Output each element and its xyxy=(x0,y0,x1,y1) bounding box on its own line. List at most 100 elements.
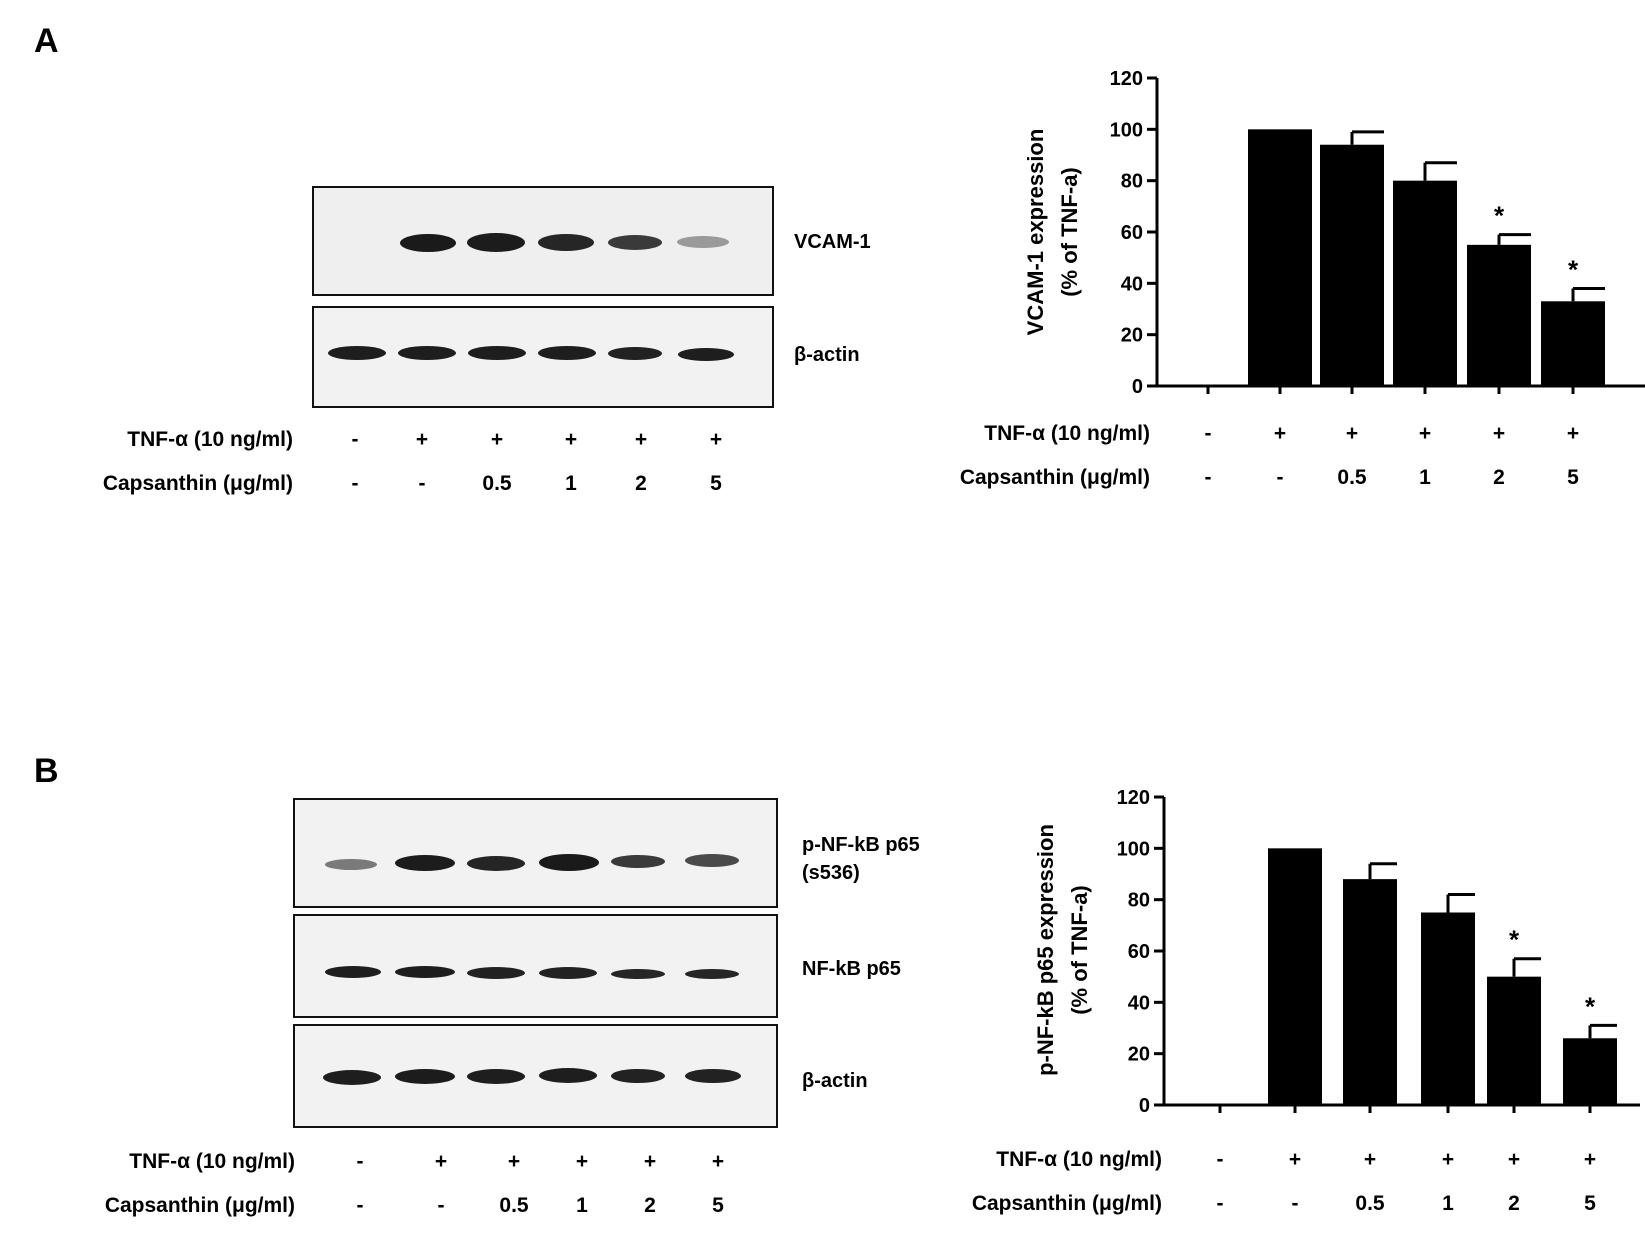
tnf-value: + xyxy=(634,428,648,451)
band xyxy=(400,234,456,252)
tnf-value: + xyxy=(575,1150,589,1173)
tnf-label-blot-b: TNF-α (10 ng/ml) xyxy=(129,1150,295,1173)
chart-b-caps-value: 5 xyxy=(1584,1192,1596,1215)
band xyxy=(395,855,455,871)
chart-a-tnf-value: + xyxy=(1346,422,1358,445)
caps-value: - xyxy=(351,472,359,495)
chart-a-bar xyxy=(1541,301,1605,386)
chart-b-tnf-label: TNF-α (10 ng/ml) xyxy=(996,1148,1162,1171)
caps-value: 0.5 xyxy=(482,472,512,495)
chart-a-significance-marker: * xyxy=(1568,254,1579,284)
tnf-value: - xyxy=(356,1150,364,1173)
chart-a-y-axis-label: (% of TNF-a) xyxy=(1057,167,1082,297)
tnf-value: + xyxy=(490,428,504,451)
band xyxy=(468,346,526,360)
chart-b-bar xyxy=(1268,848,1322,1105)
tnf-value: - xyxy=(351,428,359,451)
chart-a-y-axis-label: VCAM-1 expression xyxy=(1023,129,1048,336)
panel-b-letter: B xyxy=(34,752,59,790)
chart-b-y-tick-label: 100 xyxy=(1117,838,1150,860)
chart-a-y-tick-label: 100 xyxy=(1110,119,1143,141)
band xyxy=(467,856,525,871)
band xyxy=(611,1069,665,1083)
band xyxy=(608,347,662,360)
band xyxy=(467,967,525,979)
blot-beta-actin-b xyxy=(293,1024,778,1128)
chart-b-bar xyxy=(1421,912,1475,1105)
band xyxy=(395,1069,455,1084)
tnf-value: + xyxy=(711,1150,725,1173)
caps-value: 0.5 xyxy=(499,1194,529,1217)
band xyxy=(685,1069,741,1083)
band xyxy=(677,236,729,248)
caps-value: 1 xyxy=(576,1194,588,1217)
chart-a-tnf-value: + xyxy=(1493,422,1505,445)
chart-b-y-tick-label: 40 xyxy=(1128,992,1150,1014)
chart-a-y-tick-label: 0 xyxy=(1132,376,1143,398)
chart-a-caps-value: 2 xyxy=(1493,466,1505,489)
chart-a-y-tick-label: 40 xyxy=(1121,273,1143,295)
chart-b-tnf-value: + xyxy=(1508,1148,1520,1171)
caps-value: - xyxy=(356,1194,364,1217)
blot-nfkb xyxy=(293,914,778,1018)
chart-b-significance-marker: * xyxy=(1585,991,1596,1021)
band xyxy=(328,346,386,360)
chart-b-y-tick-label: 60 xyxy=(1128,941,1150,963)
chart-b-y-tick-label: 0 xyxy=(1139,1095,1150,1117)
band xyxy=(539,967,597,979)
blot-beta-actin-a xyxy=(312,306,774,408)
caps-label-blot-b: Capsanthin (μg/ml) xyxy=(104,1194,295,1217)
chart-a-y-tick-label: 120 xyxy=(1110,68,1143,90)
blot-label-nfkb: NF-kB p65 xyxy=(802,958,901,980)
band xyxy=(539,1068,597,1083)
tnf-value: + xyxy=(709,428,723,451)
caps-label-blot-a: Capsanthin (μg/ml) xyxy=(102,472,293,495)
chart-a-y-tick-label: 80 xyxy=(1121,171,1143,193)
chart-b-significance-marker: * xyxy=(1509,925,1520,955)
tnf-value: + xyxy=(643,1150,657,1173)
chart-a-tnf-label: TNF-α (10 ng/ml) xyxy=(984,422,1150,445)
chart-b-bar xyxy=(1563,1038,1617,1105)
band xyxy=(325,859,377,870)
chart-b-caps-value: 0.5 xyxy=(1355,1192,1385,1215)
chart-a-y-tick-label: 20 xyxy=(1121,325,1143,347)
chart-b-y-axis-label: (% of TNF-a) xyxy=(1067,885,1092,1015)
chart-b-tnf-value: + xyxy=(1442,1148,1454,1171)
blot-label-beta-actin-a: β-actin xyxy=(794,344,860,366)
blot-label-beta-actin-b: β-actin xyxy=(802,1070,868,1092)
chart-b-tnf-value: + xyxy=(1584,1148,1596,1171)
chart-a-tnf-value: + xyxy=(1567,422,1579,445)
caps-value: 2 xyxy=(635,472,647,495)
blot-label-p-nfkb-site: (s536) xyxy=(802,862,860,884)
chart-b-caps-value: - xyxy=(1217,1192,1224,1215)
chart-a-tnf-value: - xyxy=(1205,422,1212,445)
chart-a-caps-value: 5 xyxy=(1567,466,1579,489)
band xyxy=(538,234,594,251)
chart-b-caps-value: 2 xyxy=(1508,1192,1520,1215)
chart-a-bar xyxy=(1320,144,1384,386)
chart-b-y-tick-label: 120 xyxy=(1117,787,1150,809)
chart-a-tnf-value: + xyxy=(1419,422,1431,445)
chart-a-significance-marker: * xyxy=(1494,201,1505,231)
chart-b-bar xyxy=(1343,879,1397,1105)
band xyxy=(685,854,739,867)
band xyxy=(323,1070,381,1085)
tnf-value: + xyxy=(415,428,429,451)
chart-a-tnf-value: + xyxy=(1274,422,1286,445)
chart-b-y-tick-label: 20 xyxy=(1128,1044,1150,1066)
band xyxy=(395,966,455,978)
caps-value: 2 xyxy=(644,1194,656,1217)
chart-b-y-tick-label: 80 xyxy=(1128,890,1150,912)
chart-a-bar xyxy=(1248,129,1312,387)
tnf-label-blot-a: TNF-α (10 ng/ml) xyxy=(127,428,293,451)
chart-b-tnf-value: - xyxy=(1217,1148,1224,1171)
chart-b-y-axis-label: p-NF-kB p65 expression xyxy=(1033,824,1058,1076)
band xyxy=(539,854,599,871)
tnf-value: + xyxy=(564,428,578,451)
chart-a-caps-value: 1 xyxy=(1419,466,1431,489)
chart-a-caps-value: - xyxy=(1277,466,1284,489)
band xyxy=(611,969,665,979)
blot-p-nfkb xyxy=(293,798,778,908)
chart-b-bar xyxy=(1487,976,1541,1105)
